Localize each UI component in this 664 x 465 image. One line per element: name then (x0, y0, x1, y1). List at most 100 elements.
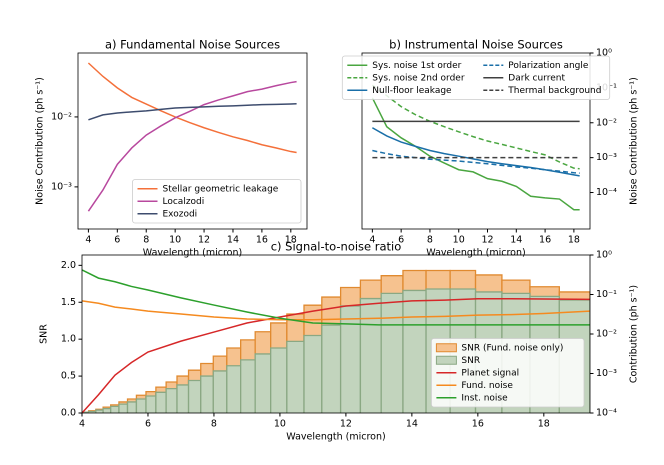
plot-area (87, 62, 297, 212)
y2-tick-label: 10⁻³ (596, 152, 617, 163)
step-bar (226, 365, 242, 413)
y-axis-label: SNR (39, 324, 50, 344)
y2-axis-label: Contribution (ph s⁻¹) (629, 285, 640, 383)
legend-label: Localzodi (163, 197, 205, 207)
chart-title: a) Fundamental Noise Sources (105, 38, 280, 52)
y-tick-label: 1.0 (61, 334, 76, 345)
y2-tick-label: 10⁰ (596, 48, 612, 59)
x-tick-label: 14 (406, 419, 418, 430)
y-tick-label: 10⁻³ (51, 181, 72, 192)
step-bar (165, 387, 178, 413)
x-tick-label: 10 (453, 235, 465, 246)
y-tick-label: 10⁻² (51, 111, 72, 122)
legend-box (132, 179, 302, 224)
step-bar (339, 305, 362, 413)
step-bar (402, 289, 427, 413)
x-axis-label: Wavelength (micron) (143, 248, 242, 259)
legend-label: Thermal background (507, 86, 601, 96)
legend-label: Sys. noise 2nd order (372, 73, 465, 83)
x-tick-label: 4 (79, 419, 85, 430)
legend-label: Exozodi (163, 209, 198, 219)
legend-label: Planet signal (461, 368, 519, 378)
legend: Stellar geometric leakage Localzodi Exozod… (132, 179, 302, 224)
legend-label: Null-floor leakage (372, 86, 452, 96)
line (87, 80, 297, 212)
step-bar (95, 409, 104, 413)
x-tick-label: 12 (481, 235, 493, 246)
y2-tick-label: 10⁻² (596, 117, 617, 128)
step-bar (254, 353, 272, 413)
y2-tick-label: 10⁰ (596, 250, 612, 261)
step-bar (270, 347, 288, 413)
step-bar (176, 384, 190, 413)
y-tick-label: 2.0 (61, 260, 76, 271)
chart-title: b) Instrumental Noise Sources (389, 38, 563, 52)
x-tick-label: 6 (398, 235, 404, 246)
y2-tick-label: 10⁻² (596, 329, 617, 340)
x-tick-label: 8 (427, 235, 433, 246)
y-tick-label: 0.5 (61, 371, 76, 382)
x-tick-label: 14 (510, 235, 522, 246)
x-tick-label: 10 (169, 235, 181, 246)
x-tick-label: 16 (539, 235, 551, 246)
legend: SNR (Fund. noise only) SNR Planet signal Fu… (430, 338, 585, 408)
line (87, 62, 297, 154)
line (82, 298, 590, 413)
y2-tick-label: 10⁻³ (596, 368, 617, 379)
step-bar (126, 401, 138, 413)
line (371, 97, 580, 211)
line (371, 84, 580, 170)
legend-swatch (435, 355, 457, 365)
y2-tick-label: 10⁻¹ (596, 289, 617, 300)
legend-label: Polarization angle (508, 61, 589, 71)
y2-tick-label: 10⁻⁴ (596, 408, 617, 419)
axes-frame (361, 52, 591, 230)
y-axis-label: Noise Contribution (ph s⁻¹) (35, 77, 46, 205)
x-tick-label: 18 (568, 235, 580, 246)
x-tick-label: 4 (369, 235, 375, 246)
legend-label: SNR (461, 356, 480, 366)
step-bar (200, 375, 214, 413)
line (82, 269, 590, 326)
x-tick-label: 14 (227, 235, 239, 246)
x-tick-label: 18 (285, 235, 297, 246)
step-bar (155, 391, 167, 413)
x-tick-label: 6 (114, 235, 120, 246)
step-bar (321, 324, 342, 413)
step-bar (286, 340, 305, 413)
x-axis-label: Wavelength (micron) (426, 248, 525, 259)
step-bar (303, 334, 323, 413)
line (371, 127, 580, 177)
legend-label: Dark current (508, 73, 565, 83)
legend-label: Inst. noise (461, 393, 508, 403)
x-tick-label: 8 (211, 419, 217, 430)
x-tick-label: 12 (340, 419, 352, 430)
plot-area (371, 84, 580, 211)
step-bar (359, 297, 382, 413)
x-tick-label: 10 (274, 419, 286, 430)
step-bar (135, 398, 147, 413)
step-bar (110, 405, 120, 413)
legend-label: Sys. noise 1st order (372, 61, 461, 71)
legend: Sys. noise 1st order Sys. noise 2nd order… (341, 55, 611, 100)
step-bar (118, 403, 129, 413)
axes-frame (77, 52, 308, 230)
legend-box (341, 55, 611, 100)
y-tick-label: 0.0 (61, 408, 76, 419)
x-tick-label: 16 (256, 235, 268, 246)
step-bar (240, 359, 256, 413)
legend-swatch (435, 343, 457, 353)
legend-label: Fund. noise (461, 381, 513, 391)
x-tick-label: 8 (143, 235, 149, 246)
x-tick-label: 16 (472, 419, 484, 430)
x-tick-label: 18 (538, 419, 550, 430)
step-bar (187, 379, 202, 413)
legend-label: SNR (Fund. noise only) (461, 343, 563, 353)
step-bar (145, 395, 157, 413)
line (88, 103, 297, 121)
y2-axis-label: Noise Contribution (ph s⁻¹) (629, 77, 640, 205)
y-tick-label: 1.5 (61, 297, 76, 308)
x-tick-label: 12 (198, 235, 210, 246)
step-bar (102, 407, 112, 413)
